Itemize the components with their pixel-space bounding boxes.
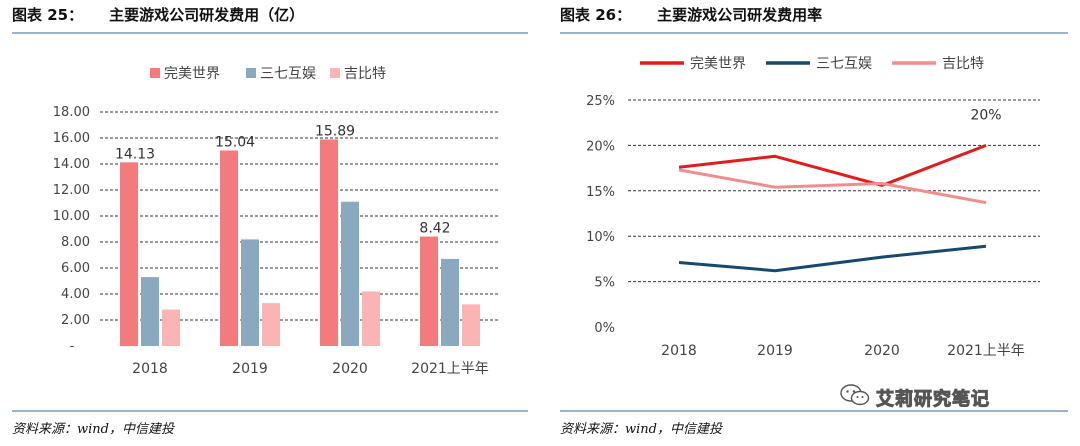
- y-tick-label: 12.00: [53, 183, 90, 198]
- bar-2-0: [162, 309, 180, 346]
- data-label: 15.89: [315, 123, 355, 139]
- series-line-0: [678, 143, 987, 187]
- legend-label-1: 三七互娱: [260, 66, 316, 82]
- data-label: 15.04: [215, 134, 255, 150]
- bar-1-3: [441, 258, 459, 346]
- figure-25-title: 图表 25： 主要游戏公司研发费用（亿）: [12, 4, 304, 25]
- figure-26-top-rule: [560, 32, 1068, 34]
- legend-label-2: 吉比特: [344, 66, 386, 82]
- figure-25-top-rule: [12, 32, 528, 34]
- figure-26-bottom-rule: [560, 410, 1068, 412]
- figure-26-title: 图表 26： 主要游戏公司研发费用率: [560, 4, 822, 25]
- y-tick-label: 5%: [594, 276, 615, 291]
- figure-25-source: 资料来源：wind，中信建投: [12, 422, 174, 437]
- figure-25-title-text: 主要游戏公司研发费用（亿）: [109, 6, 305, 24]
- y-tick-label: 10%: [586, 230, 615, 245]
- rd-ratio-line-chart: 完美世界 三七互娱 吉比特 0% 5% 10% 15% 20% 25% 2018 2019 2020 2…: [586, 56, 1040, 359]
- y-tick-label: 2.00: [61, 313, 90, 328]
- bar-1-1: [241, 239, 259, 346]
- series-line-1: [678, 244, 987, 273]
- bar-0-0: [120, 162, 138, 346]
- x-tick-label: 2018: [132, 361, 168, 377]
- bar-1-2: [341, 201, 359, 346]
- y-tick-label: 18.00: [53, 105, 90, 120]
- legend-swatch-1: [246, 68, 256, 78]
- legend-swatch-0: [150, 68, 160, 78]
- y-tick-label: 10.00: [53, 209, 90, 224]
- data-label: 14.13: [115, 146, 155, 162]
- y-tick-label: 25%: [586, 94, 615, 109]
- x-tick-label: 2018: [661, 343, 697, 359]
- y-tick-label: 20%: [586, 139, 615, 154]
- y-tick-label: 4.00: [61, 287, 90, 302]
- y-tick-label: 8.00: [61, 235, 90, 250]
- annotation-label: 20%: [970, 107, 1001, 123]
- legend-label-2: 吉比特: [942, 56, 984, 72]
- x-tick-label: 2020: [864, 343, 900, 359]
- x-tick-label: 2019: [232, 361, 268, 377]
- legend-label-0: 完美世界: [690, 56, 746, 72]
- y-tick-label: 6.00: [61, 261, 90, 276]
- y-tick-label: 0%: [594, 321, 615, 336]
- y-tick-label: 15%: [586, 185, 615, 200]
- watermark-text: 艾莉研究笔记: [876, 388, 990, 410]
- data-label: 8.42: [419, 221, 450, 237]
- figure-26-source: 资料来源：wind，中信建投: [560, 422, 722, 437]
- bar-2-3: [462, 304, 480, 346]
- y-tick-label: -: [70, 339, 75, 354]
- y-tick-label: 14.00: [53, 157, 90, 172]
- legend-label-1: 三七互娱: [816, 56, 872, 72]
- x-tick-label: 2021上半年: [411, 361, 489, 377]
- rd-expense-bar-chart: 完美世界 三七互娱 吉比特 - 2.00 4.00 6.00 8.00 10.00 12.00 14…: [53, 66, 500, 377]
- legend-swatch-2: [330, 68, 340, 78]
- x-tick-label: 2020: [332, 361, 368, 377]
- bar-0-3: [420, 236, 438, 346]
- wechat-icon: [840, 383, 870, 412]
- figure-26-label: 图表 26：: [560, 6, 632, 24]
- x-tick-label: 2019: [757, 343, 793, 359]
- legend-label-0: 完美世界: [164, 66, 220, 82]
- bar-0-1: [220, 150, 238, 346]
- watermark: 艾莉研究笔记: [840, 383, 990, 412]
- figure-25-label: 图表 25：: [12, 6, 84, 24]
- figure-26-title-text: 主要游戏公司研发费用率: [657, 6, 823, 24]
- figure-26-panel: 图表 26： 主要游戏公司研发费用率 完美世界 三七互娱 吉比特 0% 5% 10% 15% 2…: [548, 0, 1080, 446]
- bar-2-1: [262, 303, 280, 346]
- figure-25-bottom-rule: [12, 410, 528, 412]
- bar-2-2: [362, 291, 380, 346]
- y-tick-label: 16.00: [53, 131, 90, 146]
- figure-25-panel: 图表 25： 主要游戏公司研发费用（亿） 完美世界 三七互娱 吉比特 - 2.00 4.00…: [12, 4, 528, 437]
- bar-1-0: [141, 277, 159, 346]
- x-tick-label: 2021上半年: [947, 343, 1025, 359]
- series-line-2: [678, 168, 987, 205]
- bar-0-2: [320, 139, 338, 346]
